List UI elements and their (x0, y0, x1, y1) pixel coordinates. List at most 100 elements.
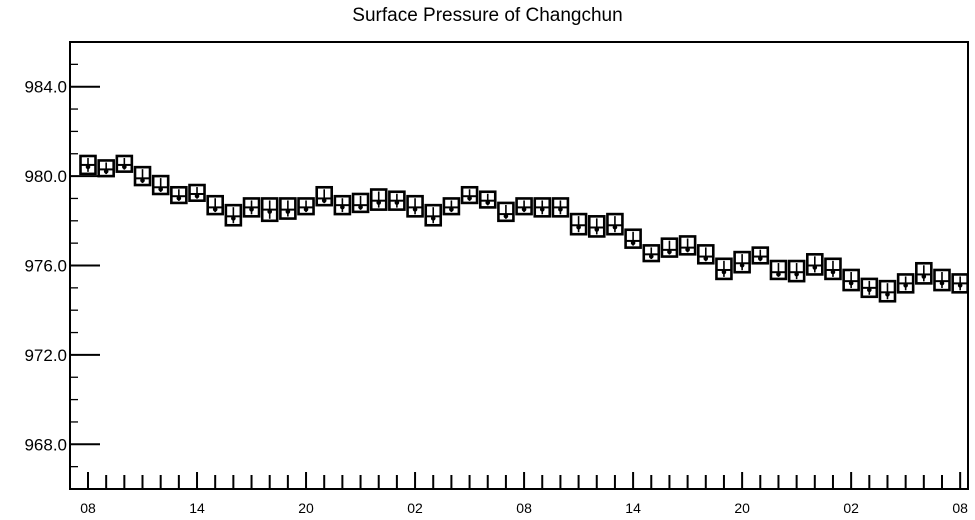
data-point (539, 207, 545, 212)
data-box (515, 197, 533, 216)
data-point (667, 249, 672, 255)
data-box (151, 174, 170, 196)
data-point (957, 283, 963, 288)
data-box (206, 194, 224, 216)
y-tick-label: 984.0 (24, 78, 67, 97)
data-box (369, 188, 388, 211)
data-point (158, 186, 163, 192)
data-box (424, 203, 443, 227)
data-point (267, 209, 273, 214)
data-point (249, 207, 254, 212)
y-tick-label: 972.0 (24, 346, 67, 365)
data-point (830, 269, 836, 275)
data-point (703, 256, 709, 261)
data-box (606, 212, 624, 236)
data-box (696, 244, 715, 265)
data-point (485, 200, 491, 205)
data-point (340, 204, 345, 210)
data-point (848, 280, 854, 286)
data-box (406, 194, 424, 218)
data-point (85, 164, 91, 170)
data-point (558, 207, 563, 212)
y-tick-label: 976.0 (24, 257, 67, 276)
data-point (394, 200, 400, 205)
data-point (867, 287, 872, 293)
data-box (569, 212, 588, 236)
data-box (624, 228, 642, 249)
data-point (885, 292, 890, 297)
data-box (497, 201, 515, 223)
data-point (140, 178, 145, 183)
data-point (576, 224, 581, 230)
data-point (794, 271, 799, 277)
data-point (103, 169, 109, 174)
x-tick-label: 20 (298, 500, 314, 516)
x-tick-label: 14 (625, 500, 641, 516)
x-tick-label: 20 (734, 500, 750, 516)
data-point (467, 195, 472, 201)
data-point (630, 240, 636, 246)
x-tick-label: 08 (952, 500, 968, 516)
data-point (303, 207, 309, 212)
data-box (279, 197, 297, 220)
data-box (587, 215, 606, 238)
data-box (678, 235, 697, 256)
data-point (648, 254, 654, 259)
data-box (842, 268, 860, 292)
data-box (787, 259, 806, 283)
x-tick-label: 02 (843, 500, 859, 516)
data-point (721, 269, 727, 275)
data-box (224, 203, 243, 227)
data-point (122, 164, 127, 170)
data-point (503, 213, 509, 219)
data-box (751, 246, 770, 265)
data-box (351, 192, 370, 214)
data-box (933, 268, 951, 292)
data-point (521, 207, 527, 212)
data-box (733, 250, 751, 274)
chart-title: Surface Pressure of Changchun (352, 5, 623, 26)
x-tick-label: 08 (80, 500, 96, 516)
data-box (478, 190, 497, 209)
data-box (660, 237, 679, 258)
data-point (776, 271, 781, 277)
data-box (805, 253, 824, 276)
data-box (769, 259, 788, 281)
data-point (194, 193, 200, 199)
data-point (358, 204, 363, 210)
data-box (915, 261, 933, 285)
data-point (285, 209, 291, 214)
data-point (412, 207, 418, 212)
data-point (812, 265, 818, 270)
data-box (642, 244, 661, 263)
data-box (297, 197, 315, 216)
data-point (449, 207, 454, 212)
y-tick-label: 980.0 (24, 167, 67, 186)
data-box (133, 165, 152, 187)
data-point (594, 227, 600, 232)
data-point (231, 216, 236, 221)
data-box (97, 159, 115, 178)
x-tick-label: 14 (189, 500, 205, 516)
data-box (115, 154, 134, 173)
y-tick-label: 968.0 (24, 435, 67, 454)
data-point (921, 274, 927, 279)
x-tick-label: 08 (516, 500, 532, 516)
data-point (939, 280, 945, 286)
data-point (685, 247, 690, 252)
data-point (903, 283, 908, 288)
data-box (315, 185, 334, 207)
data-point (430, 216, 436, 221)
data-point (321, 198, 327, 203)
data-box (824, 257, 842, 281)
data-point (612, 224, 618, 230)
data-box (460, 185, 479, 205)
data-point (757, 256, 763, 261)
data-point (212, 207, 218, 212)
data-box (188, 183, 206, 202)
data-box (170, 185, 188, 205)
data-box (442, 197, 461, 216)
data-box (878, 279, 897, 303)
data-point (176, 195, 182, 201)
